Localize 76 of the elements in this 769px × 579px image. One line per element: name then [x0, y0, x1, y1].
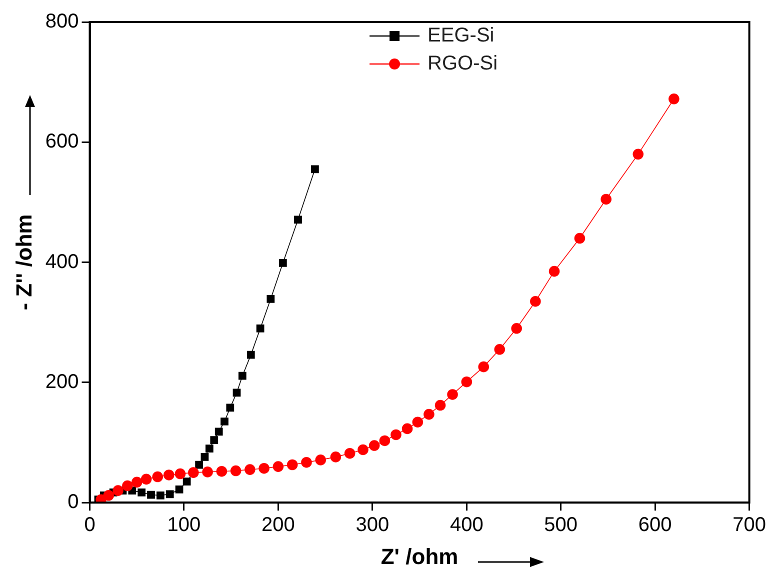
x-tick-label: 100: [167, 514, 201, 536]
point: [574, 232, 586, 244]
point: [238, 372, 246, 380]
point: [278, 258, 287, 267]
point: [152, 471, 164, 482]
point: [447, 389, 458, 400]
point: [246, 350, 255, 359]
legend-label: RGO-Si: [428, 52, 498, 75]
point: [294, 216, 302, 224]
point: [202, 466, 213, 478]
point: [266, 295, 275, 303]
point: [258, 462, 270, 474]
point: [530, 296, 541, 307]
x-tick-label: 700: [732, 514, 766, 536]
point: [164, 470, 174, 480]
y-tick-label: 0: [68, 491, 79, 514]
point: [461, 376, 472, 388]
point: [286, 459, 298, 470]
x-axis-title: Z' /ohm: [380, 544, 458, 569]
point: [478, 361, 490, 372]
point: [272, 461, 284, 472]
y-axis-title: - Z'' /ohm: [11, 214, 36, 310]
point: [226, 404, 234, 412]
legend-label: EEG-Si: [428, 24, 494, 47]
point: [434, 400, 446, 411]
point: [424, 408, 434, 420]
point: [402, 423, 413, 434]
point: [668, 93, 680, 104]
point: [330, 452, 342, 462]
point: [244, 464, 256, 475]
point: [131, 476, 142, 488]
point: [494, 344, 506, 355]
point: [368, 440, 380, 451]
point: [220, 418, 228, 426]
point: [548, 266, 560, 277]
point: [632, 148, 644, 160]
point: [301, 456, 312, 468]
x-tick-label: 0: [84, 514, 96, 536]
y-tick-label: 200: [45, 370, 79, 393]
point: [358, 444, 368, 456]
point: [182, 478, 191, 486]
point: [232, 388, 241, 397]
point: [112, 485, 124, 496]
point: [311, 165, 319, 174]
point: [315, 454, 326, 466]
point: [379, 435, 390, 446]
point: [103, 490, 114, 501]
point: [140, 474, 152, 485]
x-tick-label: 500: [544, 514, 578, 536]
point: [214, 428, 223, 436]
y-tick-label: 600: [45, 130, 79, 153]
point: [122, 480, 133, 492]
point: [210, 436, 218, 444]
y-tick-label: 800: [45, 10, 79, 33]
point: [156, 491, 164, 500]
point: [166, 490, 174, 498]
x-tick-label: 200: [262, 514, 295, 536]
point: [195, 460, 203, 469]
point: [200, 453, 209, 461]
point: [344, 448, 356, 459]
point: [256, 324, 264, 332]
y-tick-label: 400: [45, 250, 79, 273]
point: [205, 444, 214, 452]
point: [600, 194, 612, 205]
point: [390, 429, 402, 440]
point: [147, 490, 155, 499]
point: [138, 488, 146, 496]
x-tick-label: 600: [638, 514, 672, 536]
point: [175, 485, 184, 494]
point: [174, 468, 186, 480]
point: [230, 465, 242, 476]
x-tick-label: 300: [356, 514, 390, 536]
x-tick-label: 400: [450, 514, 484, 536]
point: [216, 466, 228, 477]
point: [511, 322, 522, 334]
point: [412, 416, 424, 428]
